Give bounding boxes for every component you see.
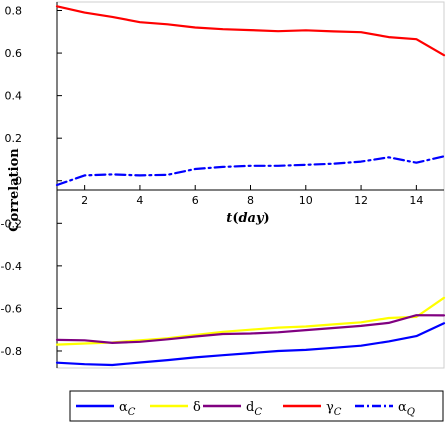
y-tick-label: 0.4	[5, 90, 23, 103]
x-axis-label-close-paren: )	[264, 211, 270, 226]
y-axis-label: Correlation	[7, 148, 22, 232]
x-tick-label: 4	[136, 194, 143, 207]
series-line-4	[57, 156, 444, 185]
series-line-1	[57, 298, 444, 345]
y-tick-label: 0.2	[5, 132, 23, 145]
x-tick-label: 12	[354, 194, 368, 207]
x-tick-label: 2	[81, 194, 88, 207]
x-tick-label: 8	[247, 194, 254, 207]
x-tick-label: 14	[409, 194, 423, 207]
x-axis: 2 4 6 8 10 12 14	[57, 185, 444, 207]
legend-label-1: δ	[193, 400, 201, 415]
legend: αC δ dC γC αQ	[70, 391, 443, 421]
x-tick-label: 10	[299, 194, 313, 207]
x-tick-label: 6	[192, 194, 199, 207]
series-line-3	[57, 6, 444, 55]
y-tick-label: 0.8	[5, 5, 23, 18]
x-axis-label-unit: day	[238, 211, 265, 226]
x-axis-label: t(day)	[226, 211, 269, 226]
y-tick-label: -0.6	[1, 302, 22, 315]
y-tick-label: -0.8	[1, 345, 22, 358]
y-tick-label: 0.6	[5, 47, 23, 60]
y-tick-label: -0.4	[1, 260, 22, 273]
